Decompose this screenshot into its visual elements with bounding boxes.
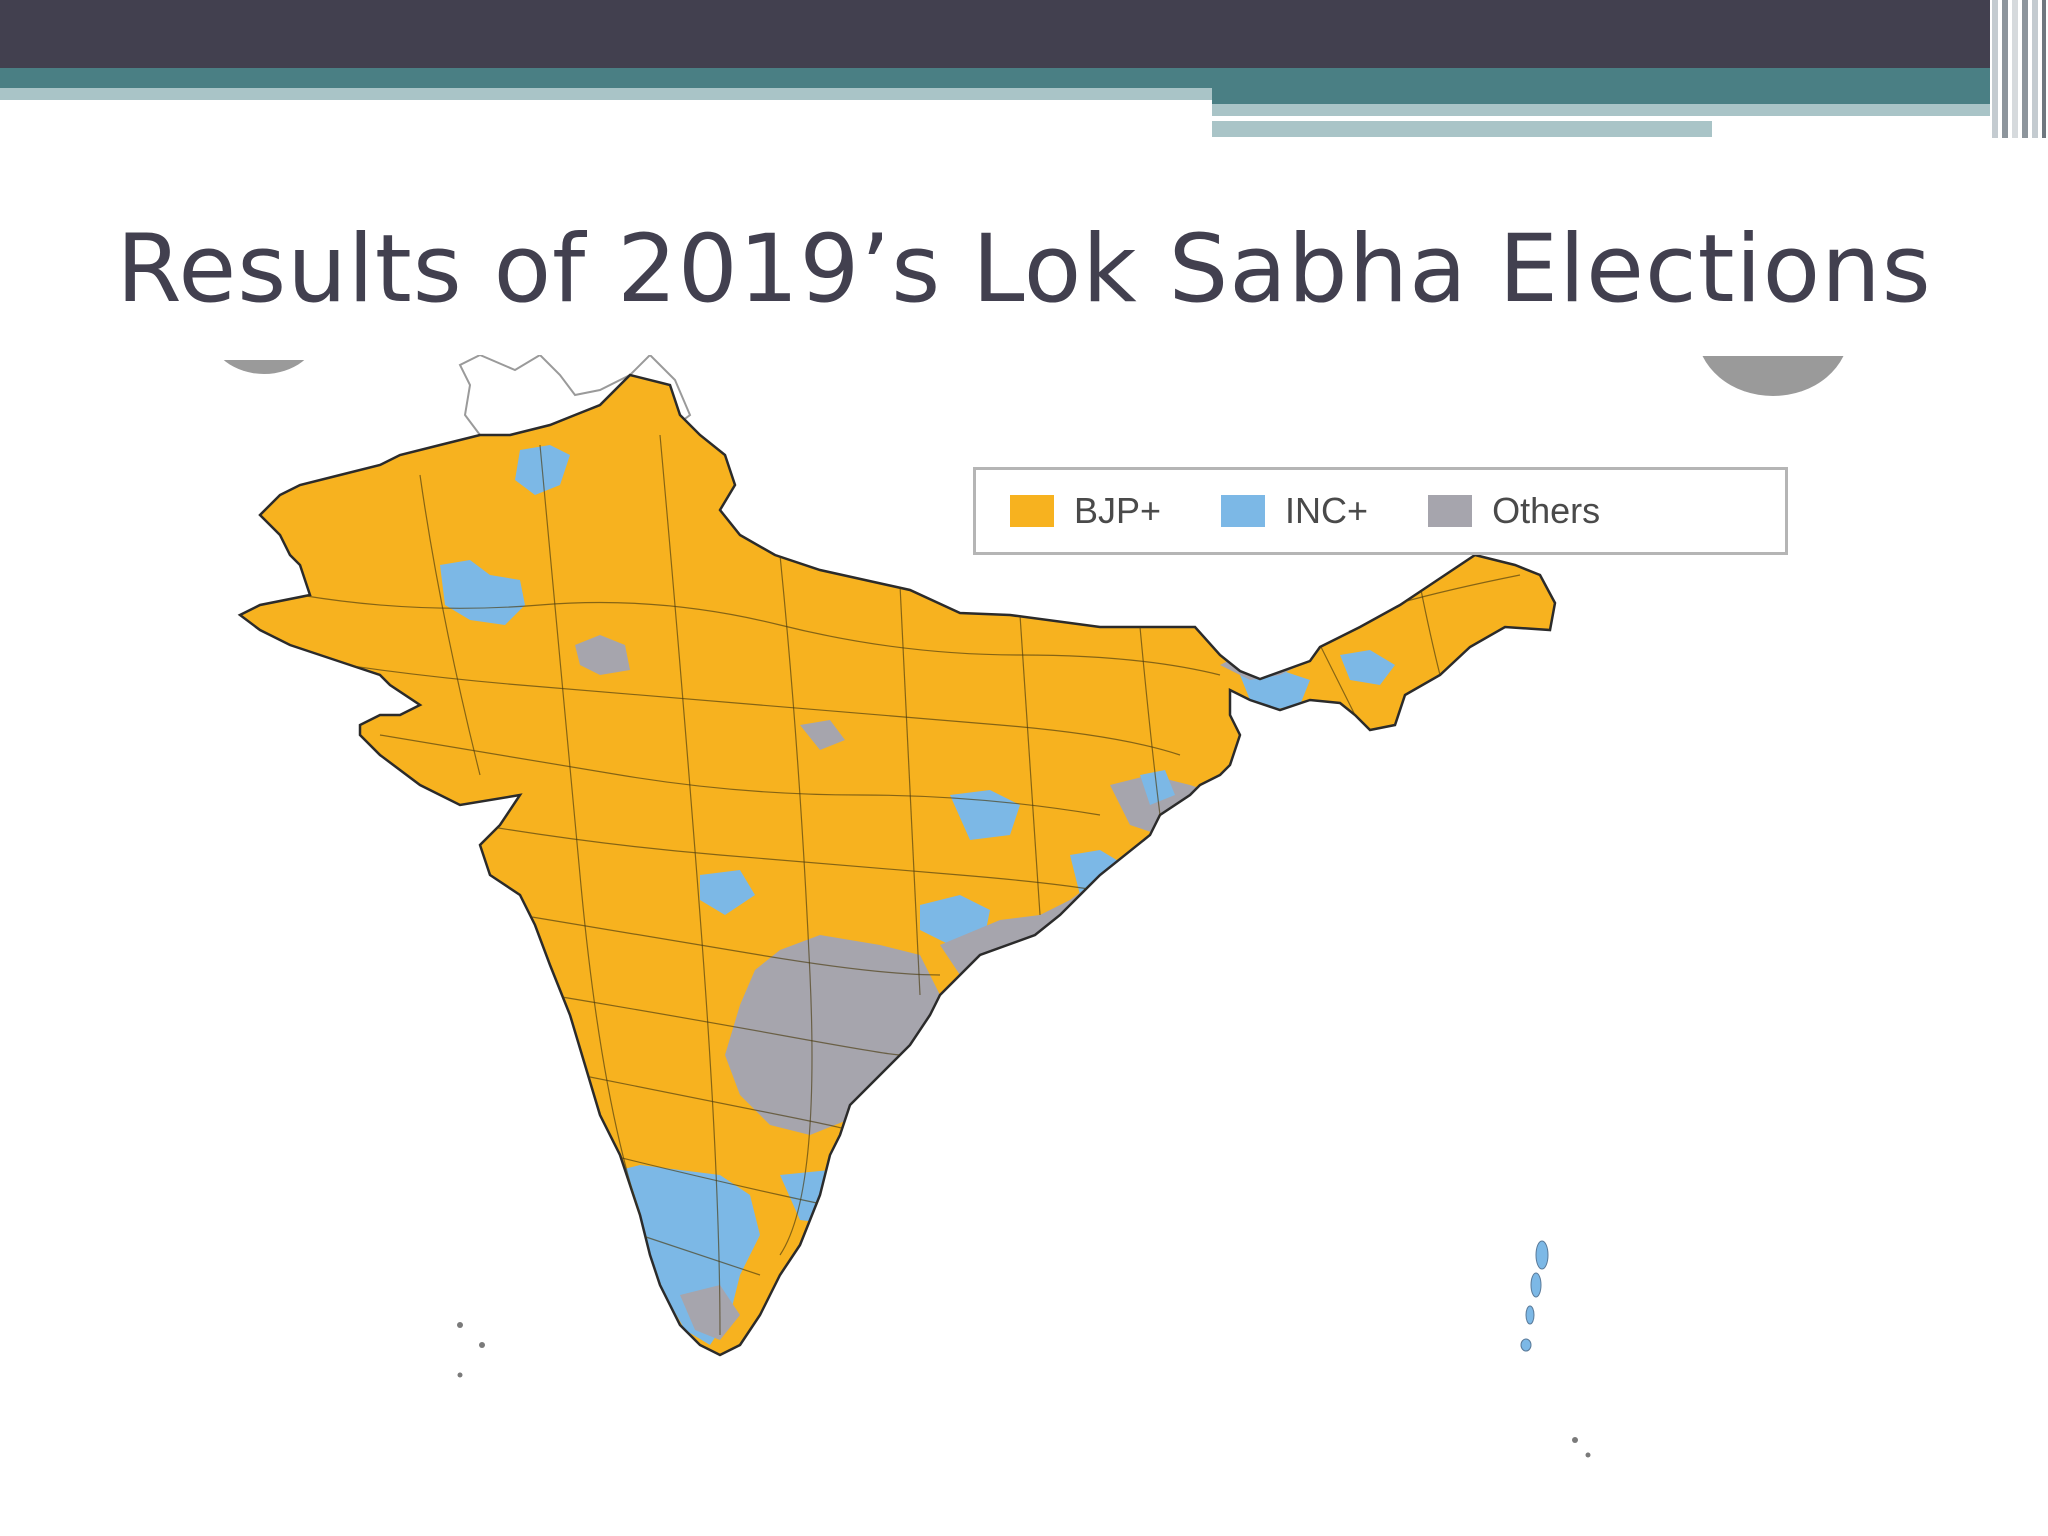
header-bar [0,0,1990,68]
header-stripe [1212,88,1990,104]
edge-decoration [1990,0,2048,140]
legend-label: INC+ [1285,490,1369,531]
region-inc [1140,770,1175,805]
region-others [940,815,1160,975]
header-stripe [0,88,1212,100]
region-others [680,1285,740,1340]
map-legend: BJP+ INC+ Others [973,467,1788,555]
legend-swatch-inc [1221,495,1266,527]
region-inc [420,885,460,935]
header-stripe [1212,116,1897,121]
constituency-borders [279,434,1521,1336]
legend-item-bjp: BJP+ [1010,490,1161,532]
region-inc [700,870,755,915]
legend-item-inc: INC+ [1221,490,1368,532]
india-outline [237,373,1557,1357]
islands [457,1240,1591,1458]
region-others [575,635,630,675]
header-stripe [0,68,1990,88]
header-stripe [1212,104,1990,116]
legend-label: BJP+ [1074,490,1162,531]
region-others [800,720,845,750]
legend-item-others: Others [1428,490,1600,532]
legend-swatch-others [1428,495,1473,527]
legend-label: Others [1492,490,1601,531]
legend-swatch-bjp [1010,495,1054,527]
page-title: Results of 2019’s Lok Sabha Elections [116,215,1932,324]
region-inc [1240,670,1310,710]
region-inc [1340,650,1395,685]
header-stripe [1212,121,1712,137]
